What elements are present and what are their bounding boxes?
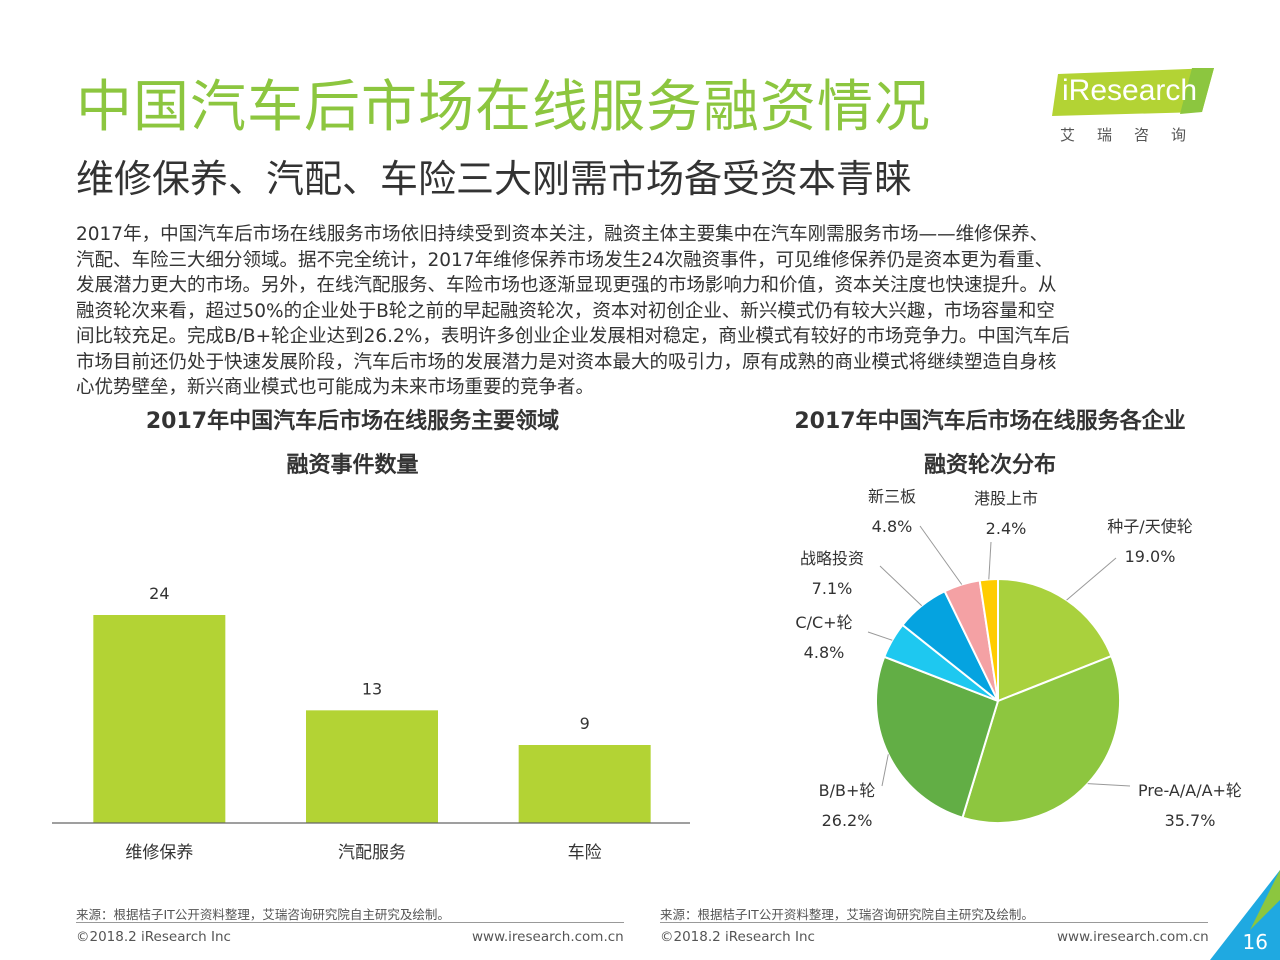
- pie-slice-label: C/C+轮: [795, 613, 852, 632]
- pie-slice-label: 种子/天使轮: [1107, 517, 1192, 536]
- pie-leader-line: [879, 565, 923, 607]
- pie-slice-label: 新三板: [868, 487, 916, 506]
- pie-slice-value: 35.7%: [1165, 811, 1216, 830]
- website-link-left[interactable]: www.iresearch.com.cn: [472, 929, 624, 945]
- pie-leader-line: [881, 754, 889, 787]
- pie-slice-value: 2.4%: [986, 519, 1027, 538]
- paragraph-line: 发展潜力更大的市场。另外，在线汽配服务、车险市场也逐渐显现更强的市场影响力和价值…: [76, 275, 1057, 296]
- paragraph-line: 2017年，中国汽车后市场在线服务市场依旧持续受到资本关注，融资主体主要集中在汽…: [76, 224, 1049, 245]
- bar: [306, 710, 438, 823]
- source-note-right: 来源：根据桔子IT公开资料整理，艾瑞咨询研究院自主研究及绘制。: [660, 907, 1034, 922]
- logo-badge-icon: [1052, 68, 1214, 116]
- bar-category-label: 车险: [568, 843, 602, 863]
- paragraph-line: 融资轮次来看，超过50%的企业处于B轮之前的早起融资轮次，资本对初创企业、新兴模…: [76, 300, 1055, 322]
- bar-value-label: 24: [149, 584, 169, 603]
- pie-leader-line: [919, 525, 963, 585]
- footer-rule-right: [660, 922, 1208, 923]
- bar-chart-title-line2: 融资事件数量: [286, 453, 419, 478]
- pie-leader-line: [1066, 557, 1117, 601]
- source-note-left: 来源：根据桔子IT公开资料整理，艾瑞咨询研究院自主研究及绘制。: [76, 907, 450, 922]
- pie-slice-value: 4.8%: [804, 643, 845, 662]
- logo-cn-text: 艾瑞咨询: [1060, 126, 1209, 144]
- page-subtitle: 维修保养、汽配、车险三大刚需市场备受资本青睐: [76, 157, 913, 201]
- pie-chart-title-line2: 融资轮次分布: [923, 453, 1056, 478]
- paragraph-line: 市场目前还仍处于快速发展阶段，汽车后市场的发展潜力是对资本最大的吸引力，原有成熟…: [76, 351, 1057, 373]
- pie-slice-value: 26.2%: [822, 811, 873, 830]
- bar-category-label: 维修保养: [125, 843, 193, 863]
- copyright-left: ©2018.2 iResearch Inc: [76, 929, 231, 945]
- iresearch-logo: iResearch 艾瑞咨询: [1052, 64, 1222, 148]
- pie-slice-label: 港股上市: [974, 489, 1038, 508]
- paragraph-line: 间比较充足。完成B/B+轮企业达到26.2%，表明许多创业企业发展相对稳定，商业…: [76, 326, 1070, 347]
- pie-slice-label: B/B+轮: [819, 781, 876, 800]
- pie-leader-line: [1087, 783, 1131, 787]
- bar: [518, 745, 651, 823]
- pie-chart-title-line1: 2017年中国汽车后市场在线服务各企业: [794, 409, 1186, 434]
- pie-leader-line: [988, 541, 992, 580]
- bar: [93, 615, 226, 823]
- pie-slice-value: 7.1%: [812, 579, 853, 598]
- pie-chart-title: 2017年中国汽车后市场在线服务各企业 融资轮次分布: [760, 400, 1220, 488]
- footer-rule-left: [76, 922, 624, 923]
- bar-category-label: 汽配服务: [338, 843, 406, 863]
- bar-chart-title-line1: 2017年中国汽车后市场在线服务主要领域: [145, 409, 560, 434]
- website-link-right[interactable]: www.iresearch.com.cn: [1057, 929, 1209, 945]
- paragraph-line: 汽配、车险三大细分领域。据不完全统计，2017年维修保养市场发生24次融资事件，…: [76, 249, 1054, 271]
- bar-chart-title: 2017年中国汽车后市场在线服务主要领域 融资事件数量: [60, 400, 645, 488]
- pie-slice-label: 战略投资: [800, 549, 864, 568]
- pie-chart: 种子/天使轮 19.0% Pre-A/A/A+轮 35.7% B/B+轮 26.2% C/C…: [795, 487, 1242, 830]
- bar-value-label: 13: [362, 679, 382, 698]
- copyright-right: ©2018.2 iResearch Inc: [660, 929, 815, 945]
- pie-slice-value: 4.8%: [872, 517, 913, 536]
- logo-brand-text: iResearch: [1062, 74, 1198, 107]
- bar-chart: 24 维修保养 13 汽配服务 9 车险: [52, 584, 690, 863]
- pie-slice-label: Pre-A/A/A+轮: [1138, 781, 1242, 800]
- intro-paragraph: 2017年，中国汽车后市场在线服务市场依旧持续受到资本关注，融资主体主要集中在汽…: [76, 222, 1216, 401]
- paragraph-line: 心优势壁垒，新兴商业模式也可能成为未来市场重要的竞争者。: [76, 377, 595, 398]
- bar-value-label: 9: [580, 714, 590, 733]
- pie-leader-line: [867, 631, 893, 641]
- page-title: 中国汽车后市场在线服务融资情况: [76, 75, 931, 140]
- pie-slice-value: 19.0%: [1125, 547, 1176, 566]
- page-number: 16: [1242, 930, 1268, 954]
- corner-decoration-icon: [1210, 870, 1280, 960]
